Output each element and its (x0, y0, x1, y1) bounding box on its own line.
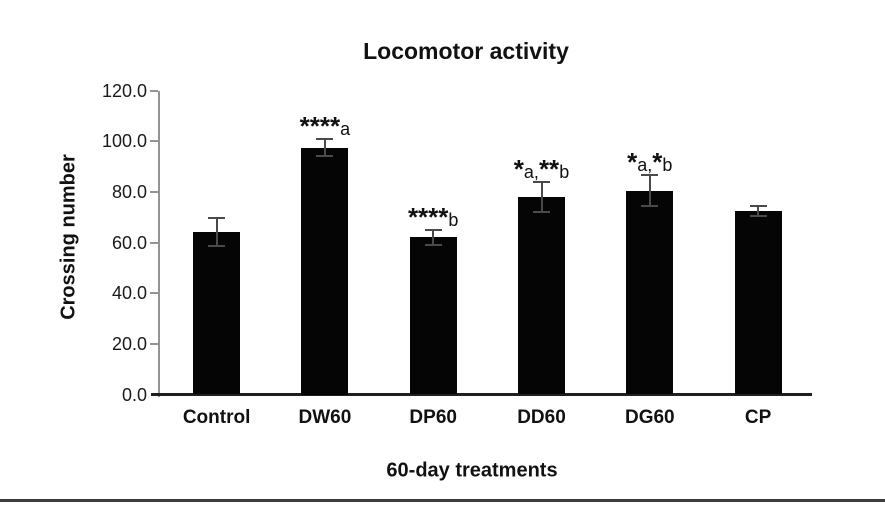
y-axis-tick (150, 190, 158, 193)
x-tick-label: DG60 (624, 407, 675, 428)
y-axis-tick (150, 140, 158, 143)
error-bar-cap-bottom (316, 155, 334, 158)
significance-letter: b (559, 161, 570, 182)
error-bar-line (540, 181, 543, 213)
bar (409, 237, 457, 395)
error-bar-cap-top (641, 174, 659, 177)
significance-annotation: ****a (300, 113, 351, 139)
y-tick-label: 60.0 (111, 232, 147, 253)
x-tick-label: DP60 (409, 407, 457, 428)
significance-annotation: *a,**b (514, 156, 569, 182)
significance-stars: **** (299, 110, 341, 141)
significance-letter: b (662, 155, 673, 176)
significance-stars: * (652, 147, 663, 178)
y-axis-tick (150, 342, 158, 345)
error-bar-line (757, 205, 760, 216)
significance-letter: a (340, 118, 351, 139)
error-bar-cap-top (533, 180, 550, 183)
significance-letter: a, (637, 155, 653, 176)
error-bar-cap-top (424, 228, 442, 231)
y-axis-tick (150, 89, 158, 92)
y-tick-label: 80.0 (111, 181, 147, 202)
significance-annotation: *a,*b (627, 149, 672, 175)
significance-stars: ** (538, 153, 560, 184)
error-bar-cap-bottom (749, 214, 767, 217)
bar (626, 190, 674, 395)
bar (518, 196, 565, 395)
significance-annotation: ****b (408, 204, 459, 230)
x-tick-label: Control (182, 407, 251, 428)
y-axis-line (158, 90, 160, 397)
y-tick-label: 20.0 (111, 333, 147, 354)
y-tick-label: 40.0 (111, 283, 147, 304)
x-tick-label: CP (744, 407, 772, 428)
x-tick-label: DW60 (298, 407, 352, 428)
error-bar-line (323, 138, 326, 157)
bottom-divider-line (0, 499, 885, 502)
error-bar-cap-bottom (533, 211, 550, 214)
y-tick-label: 120.0 (101, 80, 147, 101)
x-axis-title: 60-day treatments (386, 459, 558, 482)
y-tick-label: 100.0 (101, 131, 147, 152)
significance-stars: * (627, 147, 638, 178)
significance-letter: b (448, 209, 459, 230)
y-tick-label: 0.0 (121, 384, 147, 405)
error-bar-cap-top (316, 137, 334, 140)
error-bar-cap-bottom (641, 204, 659, 207)
error-bar-cap-top (208, 217, 226, 220)
bar (193, 232, 241, 395)
bar (734, 210, 782, 395)
error-bar-cap-bottom (424, 244, 442, 247)
x-axis-line (151, 393, 812, 396)
error-bar-line (215, 218, 218, 247)
significance-stars: * (513, 153, 524, 184)
significance-stars: **** (407, 201, 449, 232)
y-axis-tick (150, 292, 158, 295)
x-tick-label: DD60 (517, 407, 566, 428)
chart-title: Locomotor activity (363, 38, 569, 64)
significance-letter: a, (523, 161, 539, 182)
error-bar-cap-top (749, 204, 767, 207)
error-bar-line (432, 229, 435, 246)
y-axis-tick (150, 241, 158, 244)
error-bar-cap-bottom (208, 245, 226, 248)
bar (301, 147, 349, 395)
error-bar-line (648, 175, 651, 206)
